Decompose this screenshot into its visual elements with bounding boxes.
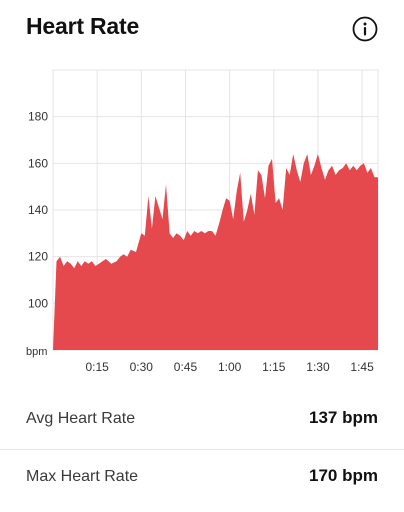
avg-heart-rate-value: 137 bpm	[309, 408, 378, 427]
max-heart-rate-value: 170 bpm	[309, 466, 378, 485]
max-heart-rate-label: Max Heart Rate	[26, 468, 139, 485]
x-tick-label: 1:00	[218, 360, 242, 374]
x-tick-label: 0:15	[85, 360, 109, 374]
y-tick-label: 180	[28, 110, 48, 124]
info-icon[interactable]	[352, 16, 378, 42]
x-tick-label: 1:45	[350, 360, 374, 374]
heart-rate-chart: 100 120 140 160 180 0:15 0:30 0:45 1:00 1:15 1:30…	[26, 69, 379, 374]
avg-heart-rate-label: Avg Heart Rate	[26, 410, 136, 427]
avg-heart-rate-row: Avg Heart Rate 137 bpm	[26, 408, 378, 428]
x-tick-label: 0:45	[174, 360, 198, 374]
max-heart-rate-row: Max Heart Rate 170 bpm	[26, 466, 378, 486]
y-tick-label: 160	[28, 156, 48, 170]
y-axis-ticks: 100 120 140 160 180	[28, 110, 48, 311]
y-axis-label: bpm	[26, 346, 47, 358]
heart-rate-area	[53, 154, 378, 350]
y-tick-label: 100	[28, 296, 48, 310]
y-tick-label: 120	[28, 250, 48, 264]
y-tick-label: 140	[28, 203, 48, 217]
x-axis-ticks: 0:15 0:30 0:45 1:00 1:15 1:30 1:45	[85, 360, 374, 374]
chart-area	[53, 154, 378, 350]
x-tick-label: 1:30	[306, 360, 330, 374]
page-title: Heart Rate	[26, 13, 140, 39]
x-tick-label: 0:30	[130, 360, 154, 374]
divider	[0, 449, 404, 450]
x-tick-label: 1:15	[262, 360, 286, 374]
